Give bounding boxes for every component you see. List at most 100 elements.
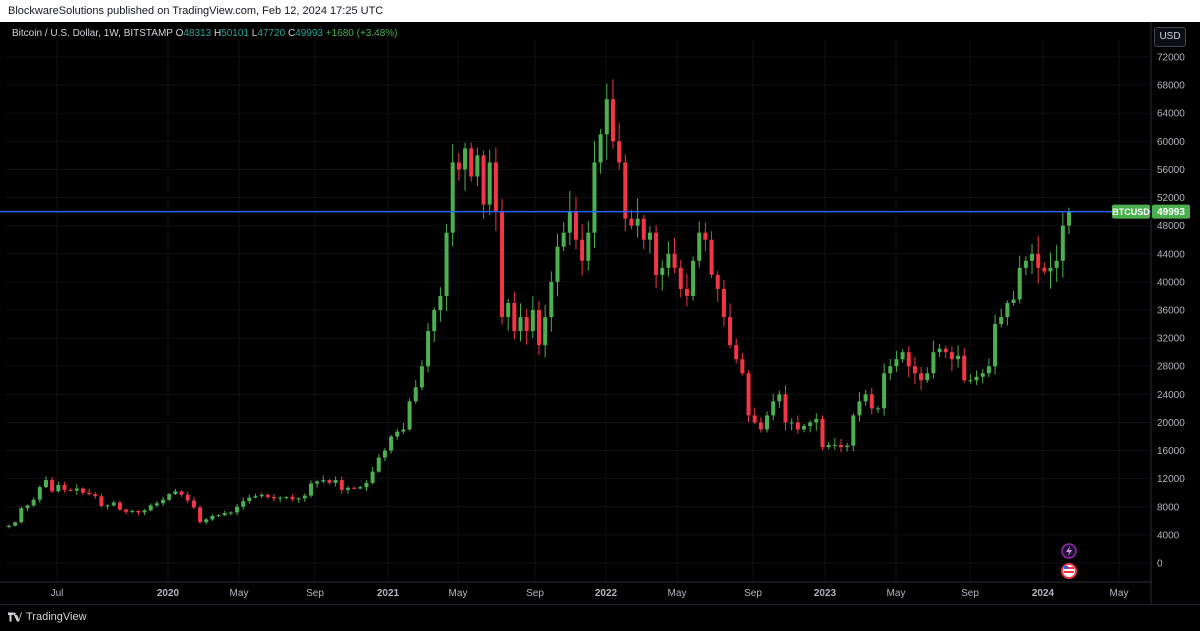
candle-body [524, 317, 529, 332]
candle-body [43, 480, 48, 488]
candle-body [327, 480, 332, 483]
candle-body [832, 444, 837, 446]
candle-body [906, 352, 911, 367]
candle-body [894, 359, 899, 367]
candle-body [74, 488, 79, 491]
x-tick-label: Sep [306, 588, 324, 599]
candle-body [493, 162, 498, 212]
candle-body [154, 503, 159, 506]
candle-body [204, 519, 209, 523]
candle-body [580, 239, 585, 261]
candle-body [438, 295, 443, 310]
candle-body [838, 444, 843, 448]
candle-body [728, 317, 733, 346]
y-tick-label: 0 [1157, 559, 1163, 570]
candle-body [820, 418, 825, 448]
y-tick-label: 60000 [1157, 137, 1185, 148]
x-tick-label: May [668, 588, 687, 599]
lightning-bolt-icon [1066, 546, 1072, 556]
candle-body [530, 310, 535, 332]
x-tick-label: May [230, 588, 249, 599]
candle-body [1005, 302, 1010, 318]
candle-body [666, 253, 671, 268]
candle-body [302, 495, 307, 499]
candle-body [592, 162, 597, 233]
candle-body [142, 510, 147, 513]
candle-body [999, 317, 1004, 325]
close-label: C [287, 28, 296, 39]
candle-body [136, 510, 141, 513]
candle-body [130, 510, 135, 512]
candle-body [857, 401, 862, 416]
x-tick-label: 2024 [1032, 588, 1055, 599]
candle-body [167, 494, 172, 500]
y-tick-label: 44000 [1157, 249, 1185, 260]
candle-body [99, 496, 104, 507]
candle-body [765, 415, 770, 430]
open-value: 48313 [183, 28, 212, 39]
candle-body [87, 492, 92, 495]
candle-body [691, 260, 696, 296]
y-tick-label: 4000 [1157, 530, 1180, 541]
candle-body [432, 310, 437, 332]
candle-body [389, 436, 394, 451]
candle-body [537, 310, 541, 346]
candle-body [210, 515, 215, 520]
x-tick-label: May [449, 588, 468, 599]
candle-body [654, 232, 659, 275]
low-label: L [251, 28, 258, 39]
candle-body [869, 394, 874, 409]
candle-body [426, 331, 431, 367]
candle-body [549, 281, 554, 318]
candle-body [1017, 267, 1022, 300]
candle-body [463, 148, 468, 170]
candle-body [802, 425, 806, 430]
candle-body [771, 401, 776, 416]
candle-body [265, 494, 270, 497]
candle-body [235, 506, 240, 513]
candle-body [241, 501, 246, 507]
symbol-tag-label: BTCUSD [1112, 207, 1150, 217]
candle-body [962, 355, 967, 381]
candle-body [943, 348, 948, 353]
y-tick-label: 28000 [1157, 362, 1185, 373]
candle-body [795, 422, 800, 430]
candle-body [315, 481, 320, 484]
tradingview-logo[interactable]: TradingView [8, 611, 87, 623]
low-value: 47720 [257, 28, 286, 39]
candle-body [746, 373, 751, 416]
candle-body [450, 162, 455, 233]
y-tick-label: 40000 [1157, 277, 1185, 288]
candle-body [826, 444, 831, 448]
candle-body [105, 505, 110, 507]
candle-body [875, 408, 880, 410]
y-tick-label: 52000 [1157, 193, 1185, 204]
x-tick-label: 2020 [157, 588, 180, 599]
candle-body [469, 148, 474, 177]
publish-text: BlockwareSolutions published on TradingV… [8, 5, 384, 17]
change-value: +1680 (+3.48%) [325, 28, 398, 39]
x-tick-label: 2021 [377, 588, 400, 599]
chart-area[interactable]: 72000 68000 64000 60000 56000 52000 48000 44000… [0, 22, 1200, 604]
y-tick-label: 20000 [1157, 418, 1185, 429]
x-tick-label: Sep [526, 588, 544, 599]
candle-body [161, 499, 166, 504]
candle-body [900, 352, 905, 360]
candle-body [925, 373, 930, 381]
y-tick-label: 36000 [1157, 306, 1185, 317]
candlestick-chart[interactable]: 72000 68000 64000 60000 56000 52000 48000 44000… [0, 22, 1200, 604]
candle-body [814, 418, 819, 423]
symbol-tag [1112, 204, 1150, 219]
candle-body [573, 211, 578, 240]
currency-button[interactable]: USD [1154, 27, 1186, 47]
y-tick-label: 72000 [1157, 53, 1185, 64]
candle-body [610, 99, 615, 142]
candle-body [444, 232, 449, 296]
candle-body [148, 505, 153, 511]
candle-body [808, 422, 813, 426]
candle-body [598, 134, 603, 163]
candle-body [13, 522, 18, 526]
flag-stripe [1064, 571, 1074, 573]
candle-body [678, 267, 683, 289]
candle-body [173, 491, 178, 495]
